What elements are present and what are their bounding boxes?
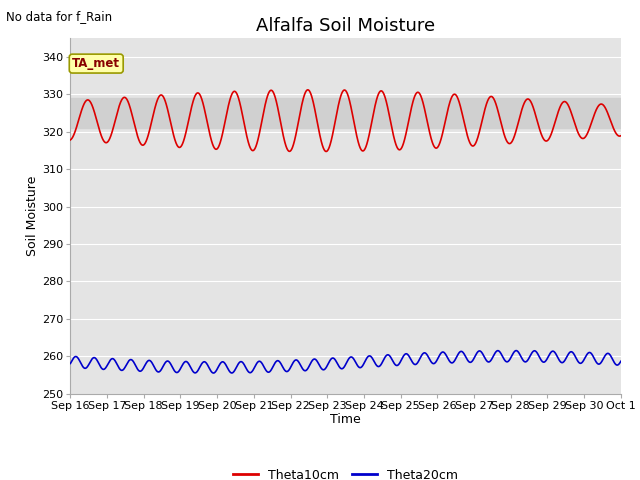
Bar [70,98,621,128]
Legend: Theta10cm, Theta20cm: Theta10cm, Theta20cm [228,464,463,480]
Text: No data for f_Rain: No data for f_Rain [6,10,113,23]
Title: Alfalfa Soil Moisture: Alfalfa Soil Moisture [256,17,435,36]
X-axis label: Time: Time [330,413,361,426]
Y-axis label: Soil Moisture: Soil Moisture [26,176,40,256]
Text: TA_met: TA_met [72,57,120,70]
